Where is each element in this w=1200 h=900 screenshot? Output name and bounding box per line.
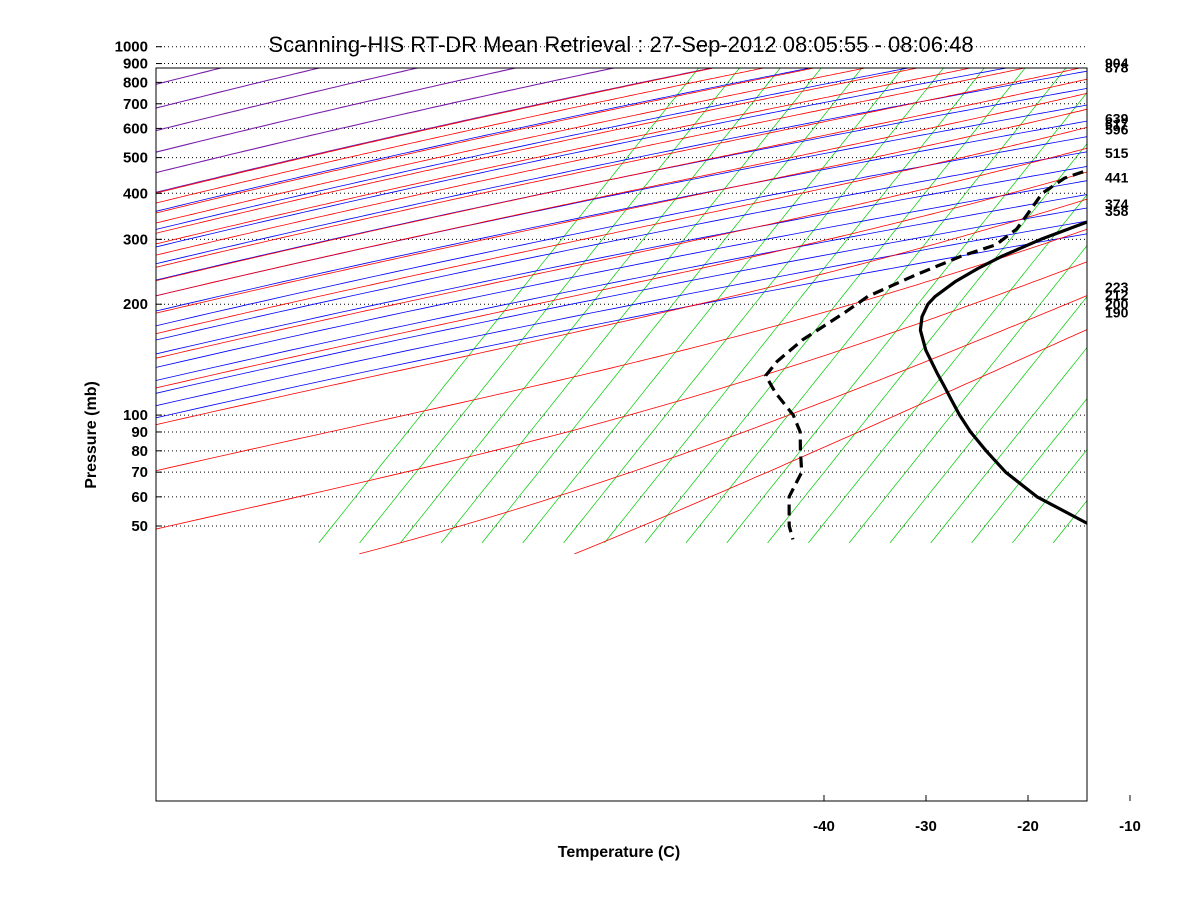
temperature-profile: [918, 220, 1087, 526]
right-label: 639: [1105, 110, 1129, 126]
dry-adiabat: [156, 136, 1087, 327]
right-label: 212: [1105, 287, 1129, 303]
dry-adiabat: [156, 68, 911, 230]
dry-adiabat: [156, 68, 1009, 248]
moist-adiabat: [156, 68, 817, 214]
moist-adiabat: [156, 228, 1087, 472]
mixing-ratio-line: [359, 68, 740, 544]
y-tick-label: 60: [131, 489, 148, 506]
dry-adiabat: [156, 120, 1087, 312]
mixing-ratio-line: [440, 68, 822, 544]
mixing-ratio-line: [604, 68, 985, 544]
moist-adiabat: [156, 78, 1087, 282]
moist-adiabat: [156, 68, 920, 234]
moist-adiabat: [156, 68, 1027, 256]
right-label: 904: [1105, 55, 1129, 71]
right-label: 515: [1105, 145, 1129, 161]
moist-adiabat: [156, 92, 1087, 297]
dry-adiabat: [156, 70, 1087, 265]
moist-adiabat: [156, 68, 1082, 268]
x-axis-ticks: -40-30-20-10010203040: [813, 795, 1141, 835]
moist-adiabat: [156, 68, 766, 204]
right-label: 617: [1105, 116, 1129, 132]
x-tick-label: -40: [813, 818, 835, 835]
moist-adiabat: [156, 68, 716, 194]
dry-adiabat: [156, 220, 1087, 407]
y-tick-label: 70: [131, 464, 148, 481]
mixing-ratio-line: [848, 245, 1087, 544]
profiles: [764, 168, 1087, 540]
moist-adiabat: [156, 127, 1087, 335]
y-tick-label: 900: [123, 56, 148, 73]
mixing-ratio-line: [563, 68, 944, 544]
x-tick-label: -30: [915, 818, 937, 835]
dry-adiabat: [156, 233, 1087, 419]
dry-adiabat: [156, 151, 1087, 341]
mixing-ratio-line: [644, 68, 1026, 544]
moist-adiabat: [156, 198, 1087, 426]
dry-adiabat: [156, 207, 1087, 394]
moist-adiabat: [156, 68, 973, 245]
moist-adiabat: [156, 147, 1087, 359]
y-tick-label: 400: [123, 185, 148, 202]
background-lines: [156, 68, 1087, 555]
plot-frame: [155, 67, 1088, 802]
right-label: 441: [1105, 170, 1129, 186]
y-tick-label: 200: [123, 296, 148, 313]
y-tick-label: 600: [123, 120, 148, 137]
mixing-ratio-line: [685, 68, 1067, 544]
y-tick-label: 50: [131, 518, 148, 535]
right-label: 358: [1105, 203, 1129, 219]
right-label: 223: [1105, 279, 1129, 295]
right-label: 190: [1105, 304, 1129, 320]
right-label: 878: [1105, 60, 1129, 76]
mixing-ratio-line: [522, 68, 904, 544]
y-tick-label: 100: [123, 407, 148, 424]
dry-adiabat: [156, 68, 813, 212]
moist-adiabat: [156, 171, 1087, 389]
right-label: 374: [1105, 196, 1129, 212]
moist-adiabat: [156, 108, 1087, 314]
chart-title: Scanning-HIS RT-DR Mean Retrieval : 27-S…: [268, 32, 973, 57]
dry-adiabat: [156, 194, 1087, 381]
y-tick-label: 700: [123, 96, 148, 113]
x-tick-label: -10: [1119, 818, 1141, 835]
dry-adiabat: [156, 68, 617, 174]
y-tick-label: 1000: [115, 39, 148, 56]
dry-adiabat: [156, 68, 519, 153]
y-tick-label: 500: [123, 150, 148, 167]
mixing-ratio-line: [400, 68, 781, 544]
moist-adiabat: [156, 261, 1087, 530]
dry-adiabat: [156, 87, 1087, 281]
x-axis-label: Temperature (C): [558, 844, 680, 861]
mixing-ratio-line: [481, 68, 863, 544]
y-tick-label: 80: [131, 443, 148, 460]
y-tick-label: 300: [123, 231, 148, 248]
dry-adiabat: [156, 180, 1087, 368]
y-tick-label: 800: [123, 74, 148, 91]
dry-adiabat: [156, 166, 1087, 355]
y-tick-label: 90: [131, 424, 148, 441]
dry-adiabat: [156, 68, 715, 193]
right-label: 200: [1105, 296, 1129, 312]
mixing-ratio-line: [767, 143, 1087, 544]
x-tick-label: -20: [1017, 818, 1039, 835]
dewpoint-profile: [764, 168, 1087, 540]
right-label: 596: [1105, 122, 1129, 138]
moist-adiabat: [156, 68, 868, 224]
mixing-ratio-line: [726, 92, 1087, 544]
y-axis-label: Pressure (mb): [83, 381, 100, 489]
